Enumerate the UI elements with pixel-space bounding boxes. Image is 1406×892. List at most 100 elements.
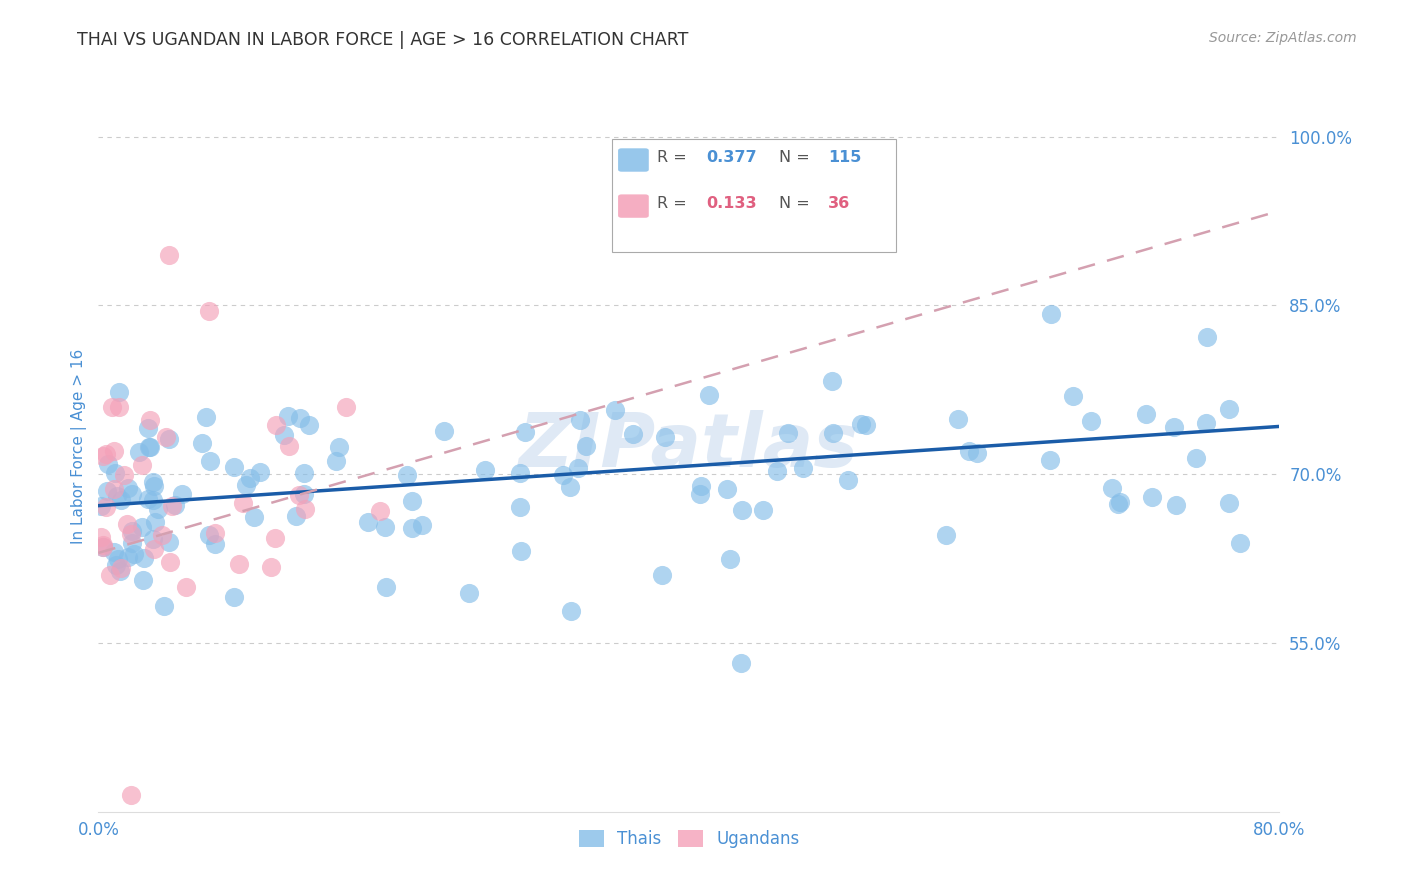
Point [1101, 481, 1123, 495]
Point [335, 400, 357, 414]
Point [792, 461, 814, 475]
Point [117, 550, 139, 565]
Point [849, 417, 872, 432]
Point [90, 499, 112, 513]
Point [96, 483, 118, 498]
Point [194, 410, 217, 425]
Point [112, 467, 135, 482]
Point [98, 568, 121, 582]
Point [1080, 414, 1102, 428]
Point [292, 487, 315, 501]
Point [1195, 417, 1218, 431]
Point [1163, 420, 1185, 434]
Point [94, 500, 117, 514]
Point [560, 604, 582, 618]
Point [91, 540, 114, 554]
Point [689, 479, 711, 493]
Point [509, 466, 531, 480]
Text: R =: R = [657, 151, 692, 165]
Point [718, 551, 741, 566]
Point [136, 492, 159, 507]
Point [821, 374, 844, 388]
Point [273, 428, 295, 442]
Point [142, 532, 165, 546]
Point [716, 482, 738, 496]
Point [107, 551, 129, 566]
FancyBboxPatch shape [619, 194, 648, 218]
Point [93, 449, 115, 463]
Point [197, 528, 219, 542]
Point [110, 564, 132, 578]
Point [264, 531, 287, 545]
Point [107, 385, 129, 400]
Point [159, 555, 181, 569]
Point [115, 517, 138, 532]
Point [249, 466, 271, 480]
Point [294, 501, 316, 516]
Point [191, 436, 214, 450]
Point [374, 520, 396, 534]
Point [142, 492, 165, 507]
Point [103, 545, 125, 559]
Point [105, 558, 128, 572]
Point [128, 445, 150, 459]
Point [122, 547, 145, 561]
Point [1164, 498, 1187, 512]
Text: 0.133: 0.133 [707, 196, 758, 211]
Point [837, 474, 859, 488]
Point [297, 417, 319, 432]
Text: THAI VS UGANDAN IN LABOR FORCE | AGE > 16 CORRELATION CHART: THAI VS UGANDAN IN LABOR FORCE | AGE > 1… [77, 31, 689, 49]
Text: R =: R = [657, 196, 692, 211]
Point [121, 524, 143, 538]
Point [157, 248, 180, 262]
Point [1218, 496, 1240, 510]
Point [294, 467, 316, 481]
Point [139, 441, 162, 455]
Point [290, 410, 312, 425]
Point [568, 413, 591, 427]
Point [778, 426, 800, 441]
FancyBboxPatch shape [612, 139, 896, 252]
Point [159, 534, 181, 549]
Point [224, 590, 246, 604]
Point [141, 475, 163, 489]
Point [325, 454, 347, 468]
Point [110, 492, 132, 507]
FancyBboxPatch shape [619, 148, 648, 171]
Point [510, 544, 533, 558]
Text: 0.377: 0.377 [707, 151, 758, 165]
Point [654, 429, 676, 443]
Point [94, 447, 117, 461]
Point [139, 413, 162, 427]
Point [100, 400, 122, 414]
Point [401, 521, 423, 535]
Point [204, 525, 226, 540]
Point [935, 528, 957, 542]
Point [91, 541, 114, 555]
Point [152, 527, 174, 541]
Point [264, 417, 287, 432]
Point [260, 560, 283, 574]
Text: Source: ZipAtlas.com: Source: ZipAtlas.com [1209, 31, 1357, 45]
Point [575, 439, 598, 453]
Point [603, 403, 626, 417]
Point [368, 504, 391, 518]
Point [1039, 307, 1062, 321]
Point [689, 486, 711, 500]
Point [120, 788, 142, 802]
Point [143, 541, 166, 556]
Point [375, 580, 398, 594]
Point [411, 518, 433, 533]
Point [509, 500, 531, 515]
Point [357, 515, 380, 529]
Point [235, 478, 257, 492]
Point [232, 496, 254, 510]
Point [401, 494, 423, 508]
Point [567, 461, 589, 475]
Point [104, 466, 127, 480]
Point [198, 454, 221, 468]
Point [155, 430, 177, 444]
Point [699, 388, 721, 402]
Point [90, 530, 112, 544]
Point [176, 580, 198, 594]
